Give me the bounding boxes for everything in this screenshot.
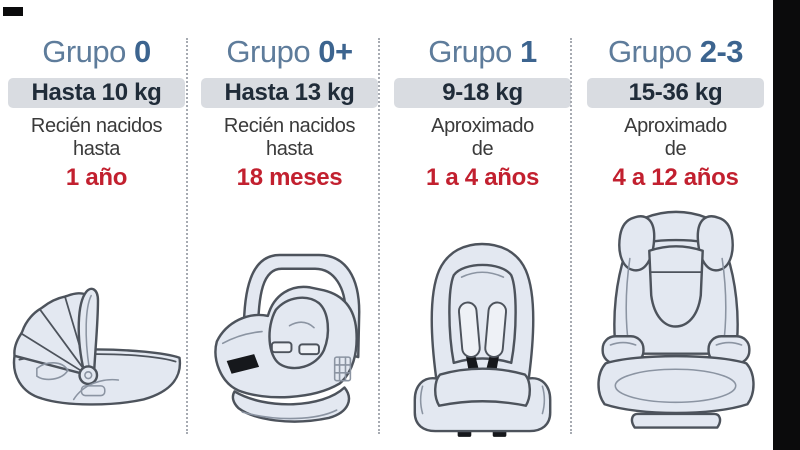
column-divider-2 [378,38,380,434]
age-range-label: 1 año [65,164,128,191]
age-description: Aproximado de [431,115,534,161]
toddler-seat-illustration [413,242,552,437]
seat-figure [579,208,772,446]
group-column-1: Grupo 0+ Hasta 13 kg Recién nacidos hasta… [193,0,386,450]
desc-line-2: hasta [266,138,313,160]
desc-line-1: Recién nacidos [30,115,163,137]
group-column-0: Grupo 0 Hasta 10 kg Recién nacidos hasta … [0,0,193,450]
right-black-bar [773,0,800,450]
group-title: Grupo 0 [42,35,151,69]
weight-badge: Hasta 13 kg [201,78,378,108]
seat-figure [0,283,193,414]
group-columns: Grupo 0 Hasta 10 kg Recién nacidos hasta … [0,0,772,450]
age-description: Recién nacidos hasta [30,115,163,161]
column-divider-1 [186,38,188,434]
group-title-number: 0 [134,34,151,69]
age-range-label: 4 a 12 años [612,164,739,191]
age-description: Aproximado de [624,115,727,161]
carrycot-illustration [12,287,181,406]
group-title-prefix: Grupo [42,34,126,69]
group-title-prefix: Grupo [428,34,512,69]
group-title-number: 1 [520,34,537,69]
group-title: Grupo 0+ [226,34,353,69]
group-title: Grupo 1 [428,35,537,69]
top-left-black-mark [3,7,23,16]
group-column-3: Grupo 2-3 15-36 kg Aproximado de 4 a 12 a… [579,0,772,450]
desc-line-1: Aproximado [624,115,727,137]
desc-line-1: Recién nacidos [223,115,356,137]
group-title: Grupo 2-3 [607,34,744,69]
group-title-prefix: Grupo [607,34,692,69]
seat-figure [386,234,579,444]
group-title-number: 0+ [318,34,353,69]
desc-line-2: de [664,138,687,160]
age-range-label: 18 meses [236,164,343,191]
desc-line-2: de [471,138,494,160]
desc-line-2: hasta [73,138,120,160]
group-title-number: 2-3 [699,34,744,69]
column-divider-3 [570,38,572,434]
age-description: Recién nacidos hasta [223,115,356,161]
weight-badge: 9-18 kg [394,78,571,108]
seat-figure [193,247,386,424]
desc-line-1: Aproximado [431,115,534,137]
weight-badge: 15-36 kg [587,78,764,108]
booster-seat-illustration [596,210,755,429]
infant-carrier-illustration [213,253,360,423]
age-range-label: 1 a 4 años [425,164,540,191]
weight-badge: Hasta 10 kg [8,78,185,108]
group-column-2: Grupo 1 9-18 kg Aproximado de 1 a 4 años [386,0,579,450]
group-title-prefix: Grupo [226,34,311,69]
